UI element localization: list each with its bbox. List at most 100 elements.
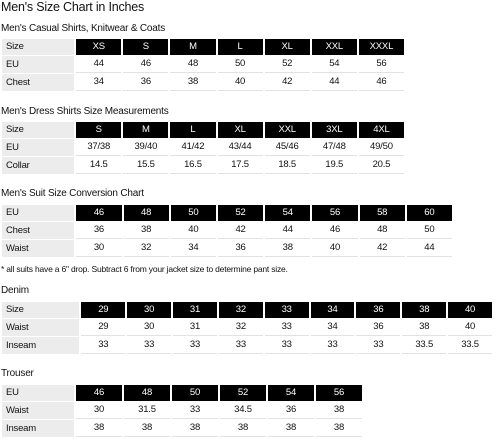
header-cell: 40 [448, 302, 492, 318]
header-cell: XXL [264, 122, 310, 138]
table-cell: 16.5 [170, 157, 216, 174]
row-label: Size [2, 302, 80, 318]
table-cell: 36 [356, 319, 401, 336]
header-cell: 46 [76, 385, 122, 401]
table-cell: 46 [358, 74, 404, 91]
table-cell: 33 [173, 337, 217, 354]
table-cell: 52 [264, 56, 310, 73]
table-header-row: Size 29 30 31 32 33 34 36 38 40 [2, 302, 492, 318]
table-cell: 48 [170, 56, 216, 73]
size-table-denim: Size 29 30 31 32 33 34 36 38 40 Waist 29… [0, 301, 494, 355]
table-cell: 17.5 [217, 157, 263, 174]
header-cell: 54 [268, 385, 314, 401]
table-cell: 30 [127, 319, 172, 336]
table-cell: 38 [316, 420, 362, 437]
table-cell: 50 [217, 56, 263, 73]
table-cell: 30 [76, 402, 122, 419]
table-cell: 33 [264, 319, 309, 336]
header-cell: 56 [316, 385, 362, 401]
table-cell: 38 [76, 420, 122, 437]
table-row: EU 44 46 48 50 52 54 56 [2, 56, 404, 73]
table-cell: 34 [170, 240, 216, 257]
row-label: EU [2, 205, 75, 221]
row-label: Chest [2, 222, 75, 239]
row-label: Inseam [2, 337, 80, 354]
row-label: EU [2, 385, 74, 401]
row-label: Chest [2, 74, 75, 91]
table-cell: 34 [76, 74, 122, 91]
header-cell: M [170, 39, 216, 55]
table-cell: 38 [265, 240, 311, 257]
table-cell: 36 [123, 74, 169, 91]
header-cell: S [76, 122, 122, 138]
table-header-row: Size S M L XL XXL 3XL 4XL [2, 122, 404, 138]
header-cell: M [123, 122, 169, 138]
header-cell: 31 [173, 302, 217, 318]
table-cell: 33.5 [402, 337, 447, 354]
table-cell: 30 [76, 240, 122, 257]
header-cell: XS [76, 39, 122, 55]
table-cell: 50 [406, 222, 452, 239]
table-cell: 38 [220, 420, 266, 437]
table-cell: 33 [127, 337, 172, 354]
header-cell: 52 [217, 205, 264, 221]
table-cell: 33 [264, 337, 309, 354]
table-cell: 44 [311, 74, 357, 91]
page-title: Men's Size Chart in Inches [1, 0, 145, 14]
header-cell: 48 [123, 205, 169, 221]
row-label: EU [2, 56, 75, 73]
header-cell: XXL [311, 39, 357, 55]
header-cell: S [123, 39, 169, 55]
section-title-casual-shirts: Men's Casual Shirts, Knitwear & Coats [1, 23, 166, 34]
table-row: Waist 29 30 31 32 33 34 36 38 40 [2, 319, 492, 336]
header-cell: 34 [310, 302, 355, 318]
header-cell: 33 [264, 302, 309, 318]
table-cell: 49/50 [358, 139, 404, 156]
table-cell: 15.5 [123, 157, 169, 174]
section-title-denim: Denim [1, 285, 29, 296]
header-cell: XXXL [358, 39, 404, 55]
header-cell: 46 [76, 205, 122, 221]
table-row: Waist 30 32 34 36 38 40 42 44 [2, 240, 452, 257]
header-cell: 56 [312, 205, 358, 221]
table-cell: 32 [123, 240, 169, 257]
header-cell: L [170, 122, 216, 138]
table-cell: 34.5 [220, 402, 266, 419]
table-cell: 33 [218, 337, 263, 354]
table-cell: 19.5 [311, 157, 357, 174]
table-cell: 38 [172, 420, 218, 437]
table-cell: 47/48 [311, 139, 357, 156]
table-cell: 43/44 [217, 139, 263, 156]
header-cell: 38 [402, 302, 447, 318]
table-cell: 42 [217, 222, 264, 239]
row-label: Size [2, 39, 75, 55]
suit-drop-note: * all suits have a 6" drop. Subtract 6 f… [1, 264, 288, 274]
row-label: Inseam [2, 420, 74, 437]
header-cell: 4XL [358, 122, 404, 138]
header-cell: XL [264, 39, 310, 55]
table-cell: 38 [124, 420, 170, 437]
table-cell: 41/42 [170, 139, 216, 156]
table-row: EU 37/38 39/40 41/42 43/44 45/46 47/48 4… [2, 139, 404, 156]
table-row: Collar 14.5 15.5 16.5 17.5 18.5 19.5 20.… [2, 157, 404, 174]
table-cell: 42 [359, 240, 405, 257]
table-cell: 33 [356, 337, 401, 354]
table-cell: 36 [268, 402, 314, 419]
section-title-suits: Men's Suit Size Conversion Chart [1, 188, 144, 199]
section-title-trouser: Trouser [1, 368, 34, 379]
table-cell: 54 [311, 56, 357, 73]
table-cell: 38 [170, 74, 216, 91]
table-header-row: Size XS S M L XL XXL XXXL [2, 39, 404, 55]
table-cell: 20.5 [358, 157, 404, 174]
row-label: Collar [2, 157, 75, 174]
header-cell: L [217, 39, 263, 55]
table-cell: 29 [81, 319, 126, 336]
section-title-dress-shirts: Men's Dress Shirts Size Measurements [1, 106, 169, 117]
table-cell: 39/40 [123, 139, 169, 156]
table-header-row: EU 46 48 50 52 54 56 58 60 [2, 205, 452, 221]
table-cell: 36 [217, 240, 264, 257]
table-cell: 18.5 [264, 157, 310, 174]
header-cell: 58 [359, 205, 405, 221]
table-header-row: EU 46 48 50 52 54 56 [2, 385, 362, 401]
